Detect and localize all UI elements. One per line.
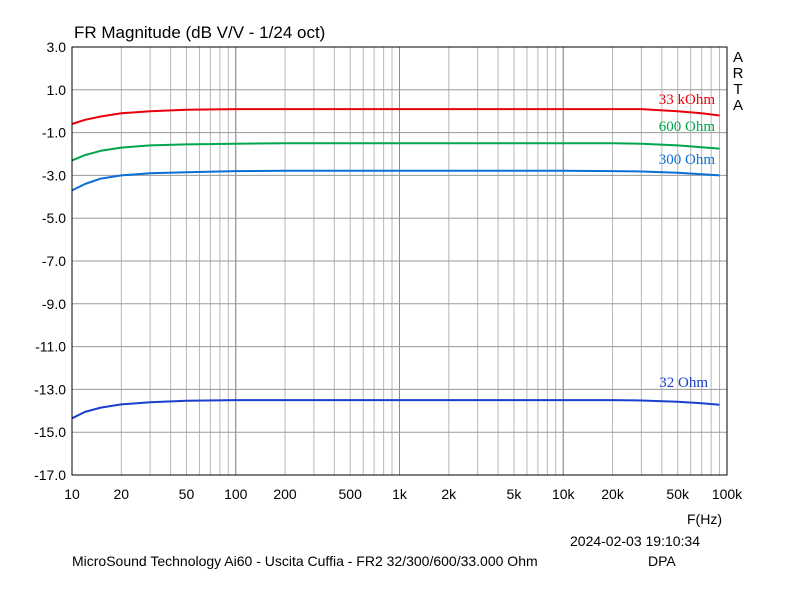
y-tick-label: -1.0 — [42, 125, 66, 141]
y-tick-label: 3.0 — [47, 39, 67, 55]
y-tick-label: -15.0 — [34, 424, 66, 440]
x-axis-label: F(Hz) — [687, 511, 722, 527]
x-tick-label: 10k — [552, 486, 576, 502]
plot-frame — [71, 46, 728, 476]
x-tick-label: 50k — [666, 486, 690, 502]
y-tick-label: -7.0 — [42, 253, 66, 269]
series-label: 33 kOhm — [659, 92, 716, 108]
y-axis-ticks: 3.0 1.0 -1.0 -3.0 -5.0 -7.0 -9.0 -11.0 -13.0 -15.… — [34, 39, 66, 483]
footer-description: MicroSound Technology Ai60 - Uscita Cuff… — [72, 553, 538, 569]
x-tick-label: 5k — [507, 486, 523, 502]
series-label: 300 Ohm — [659, 152, 716, 168]
y-tick-label: -3.0 — [42, 167, 66, 183]
x-tick-label: 50 — [179, 486, 195, 502]
arta-letter: T — [733, 81, 742, 98]
series-line — [71, 399, 720, 420]
y-tick-label: -9.0 — [42, 296, 66, 312]
series-labels: 33 kOhm 600 Ohm 300 Ohm 32 Ohm — [659, 92, 716, 391]
x-tick-label: 200 — [273, 486, 297, 502]
series-label: 600 Ohm — [659, 119, 716, 135]
y-tick-label: -13.0 — [34, 381, 66, 397]
series-lines — [71, 108, 720, 420]
y-tick-label: -5.0 — [42, 210, 66, 226]
x-tick-label: 20 — [114, 486, 130, 502]
arta-letter: A — [733, 49, 743, 66]
arta-letter: A — [733, 97, 743, 114]
x-axis-ticks: 10 20 50 100 200 500 1k 2k 5k 10k 20k 50k 100k — [64, 486, 743, 502]
series-line — [71, 142, 720, 162]
y-tick-label: -11.0 — [35, 339, 66, 355]
series-line — [71, 169, 720, 192]
footer-right-tag: DPA — [648, 553, 676, 569]
x-tick-label: 500 — [339, 486, 363, 502]
x-tick-label: 20k — [601, 486, 625, 502]
x-tick-label: 100k — [712, 486, 743, 502]
timestamp: 2024-02-03 19:10:34 — [570, 533, 700, 549]
x-tick-label: 1k — [392, 486, 408, 502]
arta-letter: R — [733, 65, 744, 82]
series-line — [71, 108, 720, 125]
x-tick-label: 2k — [441, 486, 457, 502]
y-tick-label: -17.0 — [34, 467, 66, 483]
x-tick-label: 10 — [64, 486, 80, 502]
chart-title: FR Magnitude (dB V/V - 1/24 oct) — [74, 23, 325, 42]
x-tick-label: 100 — [224, 486, 248, 502]
y-tick-label: 1.0 — [47, 82, 67, 98]
series-label: 32 Ohm — [659, 375, 708, 391]
